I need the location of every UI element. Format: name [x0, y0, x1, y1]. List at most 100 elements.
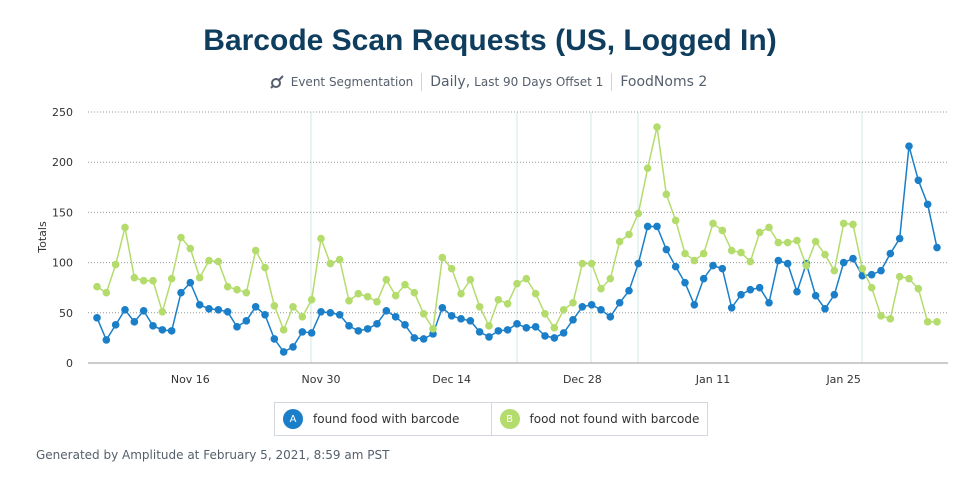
data-point: [326, 259, 335, 268]
legend-label: found food with barcode: [313, 412, 460, 426]
data-point: [933, 243, 941, 252]
data-point: [867, 283, 876, 292]
data-point: [475, 328, 484, 336]
data-point: [326, 309, 335, 317]
data-point: [466, 275, 475, 284]
data-point: [811, 291, 820, 300]
legend-label: food not found with barcode: [529, 412, 700, 426]
data-point: [606, 313, 615, 321]
y-tick-label: 0: [66, 357, 73, 370]
data-point: [111, 321, 120, 329]
data-point: [877, 266, 885, 275]
data-point: [755, 283, 764, 292]
data-point: [233, 323, 241, 331]
y-tick-label: 200: [52, 156, 73, 169]
data-point: [541, 310, 549, 318]
interval: Daily,: [430, 74, 471, 90]
data-point: [718, 226, 727, 235]
data-point: [690, 300, 699, 309]
data-point: [438, 303, 447, 312]
data-point: [858, 264, 867, 273]
data-point: [905, 274, 913, 283]
data-point: [522, 274, 531, 283]
data-point: [93, 314, 101, 322]
x-tick-label: Nov 30: [302, 373, 341, 386]
data-point: [867, 270, 876, 279]
data-point: [177, 233, 185, 242]
data-point: [317, 234, 325, 243]
date-range: Last 90 Days Offset 1: [474, 75, 604, 89]
data-point: [597, 305, 605, 314]
data-point: [839, 258, 848, 267]
data-point: [121, 223, 129, 232]
data-point: [634, 209, 643, 218]
data-point: [457, 315, 465, 323]
data-point: [130, 318, 139, 326]
data-point: [261, 263, 269, 272]
data-point: [345, 296, 353, 305]
data-point: [914, 176, 923, 185]
data-point: [457, 289, 465, 298]
series: [93, 123, 941, 334]
data-point: [699, 274, 708, 283]
data-point: [783, 238, 792, 247]
data-point: [503, 326, 512, 334]
data-point: [205, 256, 213, 265]
data-point: [886, 249, 895, 258]
data-point: [373, 297, 381, 306]
data-point: [195, 273, 204, 282]
data-point: [251, 302, 260, 311]
data-point: [279, 348, 288, 356]
data-point: [933, 318, 941, 326]
data-point: [475, 302, 484, 311]
data-point: [298, 313, 307, 321]
data-point: [177, 288, 185, 297]
data-point: [186, 244, 195, 253]
data-point: [335, 311, 344, 319]
legend-marker: A: [283, 409, 303, 429]
data-point: [923, 200, 932, 209]
data-point: [587, 259, 596, 268]
data-point: [774, 238, 783, 247]
data-point: [298, 328, 307, 336]
data-point: [905, 142, 913, 150]
data-point: [587, 300, 596, 309]
data-point: [531, 323, 540, 331]
data-point: [727, 246, 736, 255]
project: FoodNoms 2: [620, 74, 708, 90]
data-point: [615, 237, 624, 246]
data-point: [681, 278, 689, 287]
data-point: [839, 219, 848, 228]
data-point: [774, 256, 783, 265]
data-point: [662, 245, 671, 254]
series: [93, 142, 941, 356]
data-point: [93, 282, 101, 291]
data-point: [690, 256, 699, 265]
data-point: [149, 322, 157, 330]
data-point: [765, 223, 773, 232]
data-point: [363, 325, 372, 333]
y-tick-label: 150: [52, 206, 73, 219]
legend-marker: B: [499, 409, 520, 429]
data-point: [410, 288, 419, 297]
data-point: [849, 220, 857, 229]
data-point: [522, 324, 531, 332]
subtitle: Event Segmentation Daily, Last 90 Days O…: [0, 73, 980, 91]
data-point: [401, 321, 409, 329]
data-point: [541, 332, 549, 340]
data-point: [895, 272, 904, 281]
data-point: [363, 292, 372, 301]
data-point: [802, 261, 811, 270]
data-point: [438, 253, 447, 262]
data-point: [214, 305, 223, 314]
data-point: [167, 274, 176, 283]
data-point: [139, 306, 148, 315]
data-point: [746, 285, 755, 294]
data-point: [513, 279, 521, 288]
data-point: [261, 311, 269, 319]
data-point: [718, 264, 727, 273]
data-point: [494, 295, 503, 304]
